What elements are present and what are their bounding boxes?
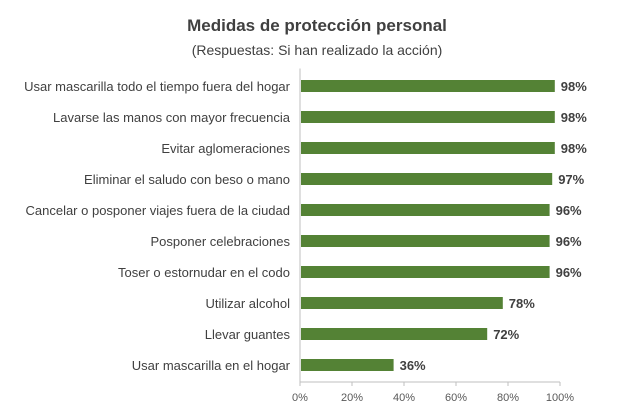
data-label: 36% (400, 358, 426, 373)
bar (301, 173, 553, 185)
bar (301, 359, 394, 371)
category-label: Cancelar o posponer viajes fuera de la c… (25, 203, 290, 218)
bar (301, 80, 555, 92)
bar (301, 266, 550, 278)
bar (301, 235, 550, 247)
chart-subtitle: (Respuestas: Si han realizado la acción) (191, 42, 443, 58)
chart-title: Medidas de protección personal (187, 16, 447, 35)
bar (301, 297, 503, 309)
data-label: 96% (556, 265, 582, 280)
x-tick-label: 40% (393, 392, 415, 404)
data-label: 96% (556, 203, 582, 218)
bar (301, 142, 555, 154)
x-tick-label: 0% (292, 392, 308, 404)
data-label: 96% (556, 234, 582, 249)
category-label: Toser o estornudar en el codo (118, 265, 290, 280)
x-tick-label: 60% (445, 392, 467, 404)
category-label: Utilizar alcohol (205, 296, 290, 311)
data-label: 97% (558, 172, 584, 187)
category-label: Llevar guantes (205, 327, 291, 342)
data-label: 72% (493, 327, 519, 342)
x-tick-label: 20% (341, 392, 363, 404)
category-label: Lavarse las manos con mayor frecuencia (53, 110, 291, 125)
data-label: 98% (561, 79, 587, 94)
bar (301, 111, 555, 123)
x-tick-label: 80% (497, 392, 519, 404)
category-label: Posponer celebraciones (151, 234, 291, 249)
category-label: Eliminar el saludo con beso o mano (84, 172, 290, 187)
category-label: Usar mascarilla en el hogar (132, 358, 291, 373)
x-tick-label: 100% (546, 392, 574, 404)
bar (301, 328, 488, 340)
data-label: 78% (509, 296, 535, 311)
category-label: Usar mascarilla todo el tiempo fuera del… (24, 79, 291, 94)
category-label: Evitar aglomeraciones (161, 141, 290, 156)
bar (301, 204, 550, 216)
data-label: 98% (561, 110, 587, 125)
data-label: 98% (561, 141, 587, 156)
